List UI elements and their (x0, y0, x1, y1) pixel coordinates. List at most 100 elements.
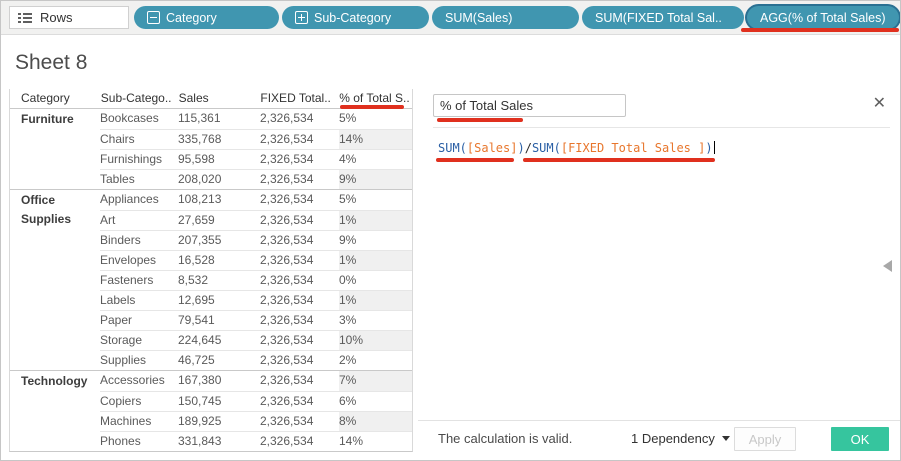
sales-cell[interactable]: 27,659 (178, 213, 215, 227)
subcategory-cell[interactable]: Chairs (100, 132, 135, 146)
pct-of-total-cell[interactable]: 2% (339, 353, 357, 367)
subcategory-cell[interactable]: Storage (100, 333, 143, 347)
sales-cell[interactable]: 12,695 (178, 293, 215, 307)
sales-cell[interactable]: 79,541 (178, 313, 215, 327)
pct-of-total-cell[interactable]: 4% (339, 152, 357, 166)
fixed-total-cell[interactable]: 2,326,534 (260, 293, 314, 307)
shelf-pill[interactable]: AGG(% of Total Sales) (747, 6, 899, 29)
table-row: Accessories 167,380 2,326,534 7% (100, 371, 412, 391)
fixed-total-cell[interactable]: 2,326,534 (260, 333, 314, 347)
column-header[interactable]: FIXED Total.. (260, 91, 331, 105)
subcategory-cell[interactable]: Appliances (100, 192, 159, 206)
sales-cell[interactable]: 331,843 (178, 434, 222, 448)
fixed-total-cell[interactable]: 2,326,534 (260, 132, 314, 146)
sales-cell[interactable]: 95,598 (178, 152, 215, 166)
category-group: Technology Accessories 167,380 2,326,534 7% C… (10, 370, 412, 451)
collapse-pane-icon[interactable] (883, 260, 892, 272)
pct-of-total-cell[interactable]: 6% (339, 394, 357, 408)
sales-cell[interactable]: 115,361 (178, 111, 221, 125)
close-icon[interactable]: ✕ (872, 95, 886, 112)
subcategory-cell[interactable]: Furnishings (100, 152, 163, 166)
sales-cell[interactable]: 108,213 (178, 192, 222, 206)
fixed-total-cell[interactable]: 2,326,534 (260, 213, 314, 227)
formula-editor[interactable]: SUM([Sales])/SUM([FIXED Total Sales ]) (438, 141, 715, 155)
sales-cell[interactable]: 167,380 (178, 373, 222, 387)
fixed-total-cell[interactable]: 2,326,534 (260, 233, 314, 247)
calculation-name-input[interactable] (433, 94, 626, 117)
pct-of-total-cell[interactable]: 14% (339, 434, 364, 448)
pct-of-total-cell[interactable]: 9% (339, 170, 412, 189)
column-header[interactable]: % of Total S.. (339, 91, 410, 105)
pct-of-total-cell[interactable]: 1% (339, 291, 412, 310)
subcategory-cell[interactable]: Art (100, 213, 116, 227)
sales-cell[interactable]: 189,925 (178, 414, 222, 428)
subcategory-cell[interactable]: Bookcases (100, 111, 159, 125)
apply-button[interactable]: Apply (734, 427, 796, 451)
fixed-total-cell[interactable]: 2,326,534 (260, 152, 314, 166)
subcategory-cell[interactable]: Machines (100, 414, 152, 428)
dependency-dropdown[interactable]: 1 Dependency (631, 431, 730, 446)
subcategory-cell[interactable]: Copiers (100, 394, 142, 408)
subcategory-cell[interactable]: Envelopes (100, 253, 157, 267)
subcategory-cell[interactable]: Tables (100, 172, 135, 186)
pct-of-total-cell[interactable]: 1% (339, 251, 412, 270)
subcategory-cell[interactable]: Phones (100, 434, 141, 448)
fixed-total-cell[interactable]: 2,326,534 (260, 172, 314, 186)
fixed-total-cell[interactable]: 2,326,534 (260, 273, 314, 287)
pct-of-total-cell[interactable]: 9% (339, 233, 357, 247)
pct-of-total-cell[interactable]: 8% (339, 412, 412, 431)
shelf-pill[interactable]: Category (134, 6, 279, 29)
shelf-pill[interactable]: SUM(Sales) (432, 6, 579, 29)
ok-button[interactable]: OK (831, 427, 889, 451)
pct-of-total-cell[interactable]: 5% (339, 111, 357, 125)
subcategory-cell[interactable]: Binders (100, 233, 141, 247)
subcategory-cell[interactable]: Labels (100, 293, 136, 307)
table-row: Furnishings 95,598 2,326,534 4% (100, 149, 412, 169)
fixed-total-cell[interactable]: 2,326,534 (260, 434, 314, 448)
column-header[interactable]: Sales (178, 91, 209, 105)
column-header[interactable]: Sub-Catego.. (100, 91, 172, 105)
pct-of-total-cell[interactable]: 14% (339, 130, 412, 149)
fixed-total-cell[interactable]: 2,326,534 (260, 353, 314, 367)
subcategory-cell[interactable]: Supplies (100, 353, 147, 367)
column-header[interactable]: Category (21, 91, 70, 105)
pct-of-total-cell[interactable]: 7% (339, 371, 412, 391)
pct-of-total-cell[interactable]: 0% (339, 273, 357, 287)
sales-cell[interactable]: 208,020 (178, 172, 222, 186)
sales-cell[interactable]: 46,725 (178, 353, 215, 367)
shelf-pill[interactable]: Sub-Category (282, 6, 429, 29)
subcategory-cell[interactable]: Fasteners (100, 273, 154, 287)
table-row: Bookcases 115,361 2,326,534 5% (100, 109, 412, 129)
subcategory-cell[interactable]: Accessories (100, 373, 165, 387)
table-body: Furniture Bookcases 115,361 2,326,534 5% Chai… (10, 109, 412, 451)
sales-cell[interactable]: 335,768 (178, 132, 222, 146)
fixed-total-cell[interactable]: 2,326,534 (260, 192, 314, 206)
pct-of-total-cell[interactable]: 3% (339, 313, 357, 327)
subcategory-cell[interactable]: Paper (100, 313, 133, 327)
table-row: Chairs 335,768 2,326,534 14% (100, 129, 412, 149)
table-row: Machines 189,925 2,326,534 8% (100, 411, 412, 431)
shelf-pill[interactable]: SUM(FIXED Total Sal.. (582, 6, 744, 29)
sales-cell[interactable]: 16,528 (178, 253, 215, 267)
rows-shelf-header[interactable]: Rows (9, 6, 129, 29)
pct-of-total-cell[interactable]: 1% (339, 211, 412, 230)
fixed-total-cell[interactable]: 2,326,534 (260, 313, 314, 327)
fixed-total-cell[interactable]: 2,326,534 (260, 111, 314, 125)
fixed-total-cell[interactable]: 2,326,534 (260, 253, 314, 267)
fixed-total-cell[interactable]: 2,326,534 (260, 394, 314, 408)
data-table: Category Sub-Catego.. Sales FIXED Total.. % … (9, 89, 413, 452)
formula-token: SUM( (438, 141, 467, 155)
pill-label: Sub-Category (314, 10, 392, 25)
category-row-header[interactable]: Furniture (21, 112, 74, 126)
sales-cell[interactable]: 8,532 (178, 273, 209, 287)
sales-cell[interactable]: 207,355 (178, 233, 222, 247)
sales-cell[interactable]: 150,745 (178, 394, 222, 408)
pct-of-total-cell[interactable]: 5% (339, 192, 357, 206)
pct-of-total-cell[interactable]: 10% (339, 331, 412, 350)
table-row: Phones 331,843 2,326,534 14% (100, 431, 412, 451)
fixed-total-cell[interactable]: 2,326,534 (260, 373, 314, 387)
sales-cell[interactable]: 224,645 (178, 333, 222, 347)
category-row-header[interactable]: Office Supplies (21, 193, 72, 226)
category-row-header[interactable]: Technology (21, 374, 88, 388)
fixed-total-cell[interactable]: 2,326,534 (260, 414, 314, 428)
